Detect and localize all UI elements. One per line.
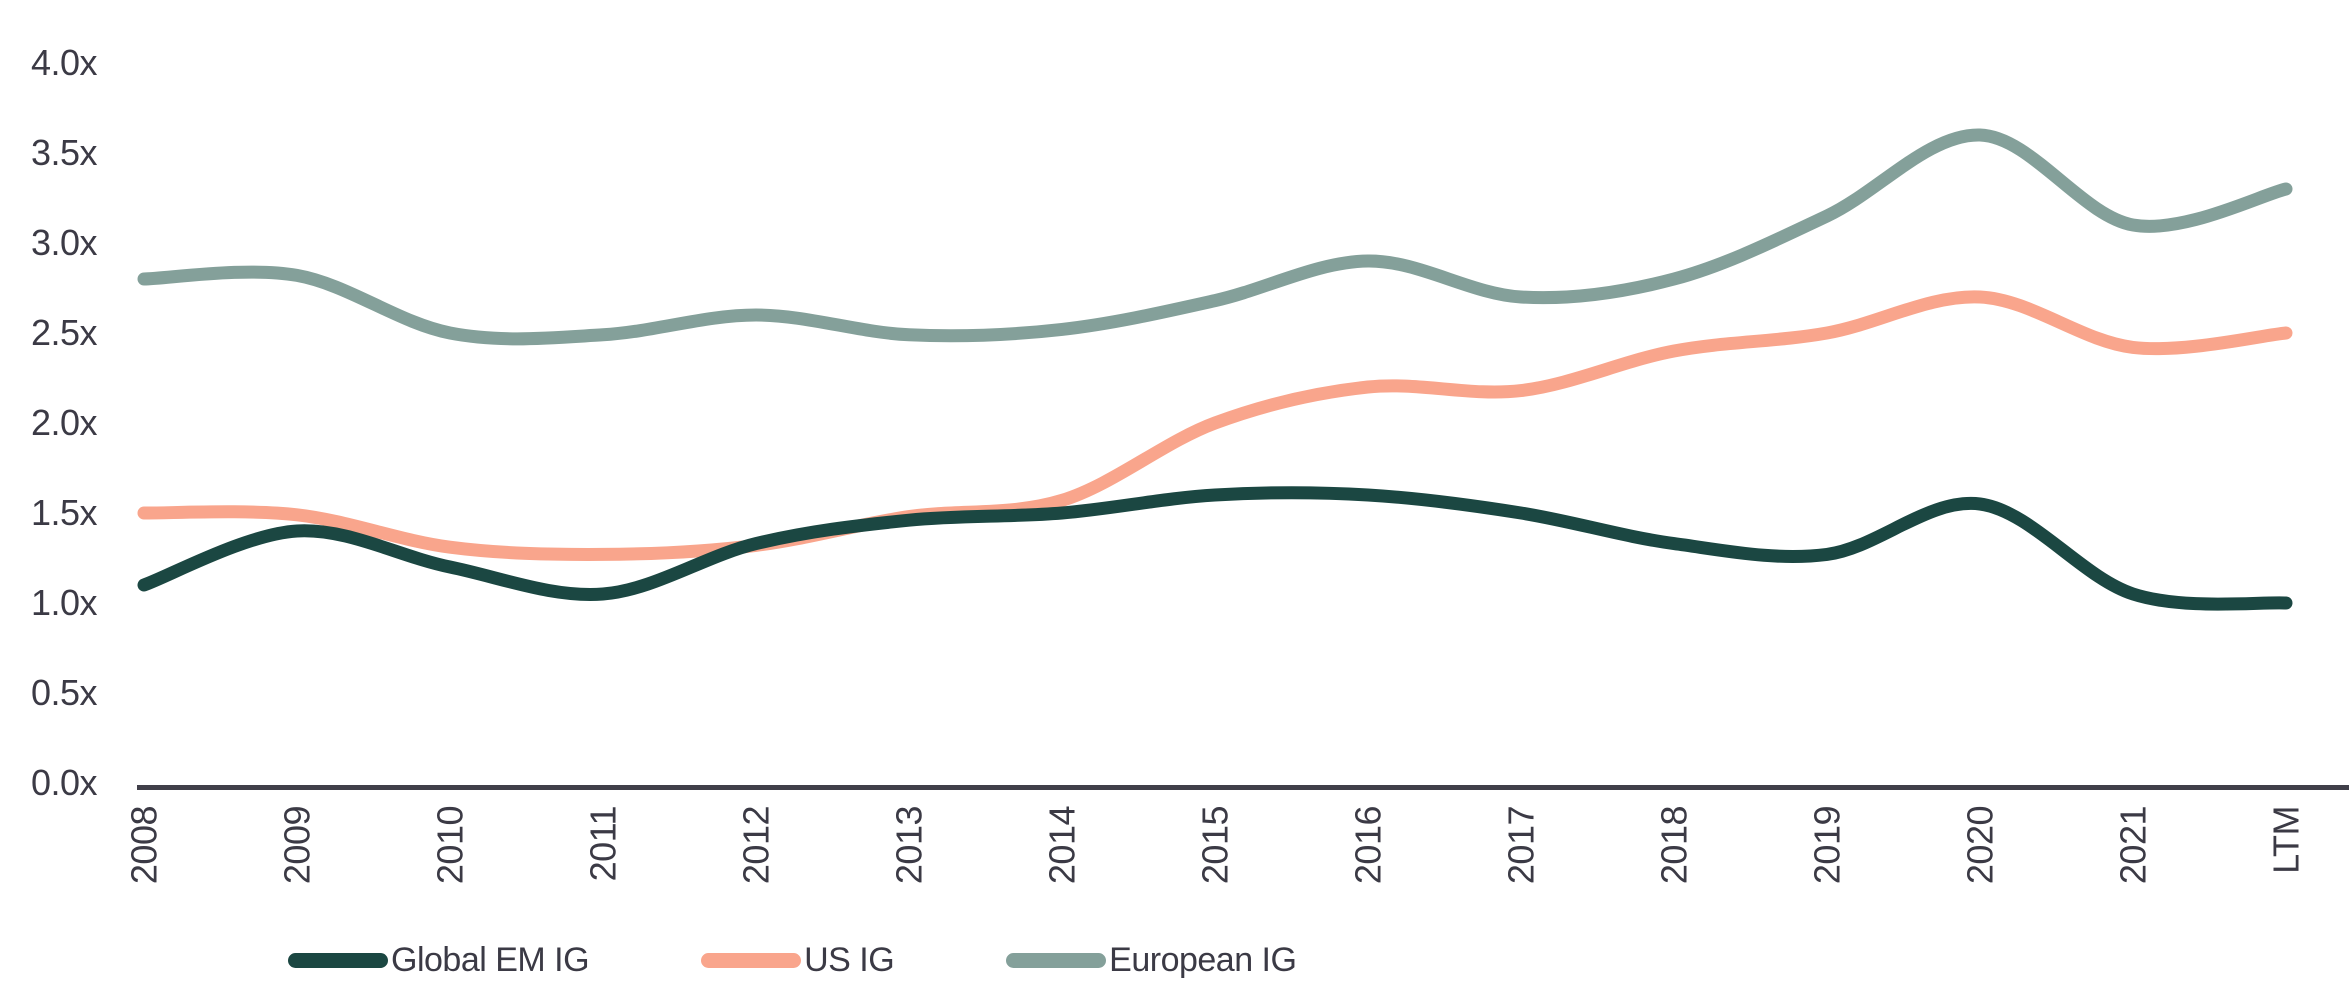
series-line-us-ig bbox=[137, 290, 2293, 561]
legend-label: European IG bbox=[1109, 941, 1297, 979]
legend-item-european-ig: European IG bbox=[1006, 941, 1297, 980]
y-axis-label-3.5x: 3.5x bbox=[30, 132, 98, 173]
series-line-global-em-ig bbox=[137, 486, 2293, 611]
legend-label: Global EM IG bbox=[391, 941, 590, 979]
x-axis-label-2015: 2015 bbox=[1195, 806, 1236, 884]
series-line-european-ig bbox=[137, 128, 2293, 346]
x-axis-label-2019: 2019 bbox=[1807, 806, 1848, 884]
x-axis-label-2017: 2017 bbox=[1501, 806, 1542, 884]
x-axis-label-2013: 2013 bbox=[889, 806, 930, 884]
legend-item-us-ig: US IG bbox=[701, 941, 895, 980]
x-axis-label-2020: 2020 bbox=[1960, 806, 2001, 884]
x-axis-label-2008: 2008 bbox=[124, 806, 165, 884]
y-axis-label-1.5x: 1.5x bbox=[30, 492, 98, 533]
y-axis-label-4.0x: 4.0x bbox=[30, 42, 98, 83]
x-axis-label-ltm: LTM bbox=[2266, 806, 2307, 874]
legend-swatch-icon bbox=[288, 953, 388, 968]
x-axis-label-2014: 2014 bbox=[1042, 806, 1083, 884]
x-axis-label-2012: 2012 bbox=[736, 806, 777, 884]
legend-swatch-icon bbox=[701, 953, 802, 968]
legend: Global EM IG US IG European IG bbox=[288, 941, 1297, 980]
x-axis-label-2018: 2018 bbox=[1654, 806, 1695, 884]
legend-item-global-em-ig: Global EM IG bbox=[288, 941, 590, 980]
x-axis-label-2009: 2009 bbox=[277, 806, 318, 884]
x-axis-label-2021: 2021 bbox=[2113, 806, 2154, 884]
y-axis-label-2.0x: 2.0x bbox=[30, 402, 98, 443]
y-axis-label-0.0x: 0.0x bbox=[30, 762, 98, 803]
legend-label: US IG bbox=[804, 941, 895, 979]
y-axis-label-3.0x: 3.0x bbox=[30, 222, 98, 263]
legend-swatch-icon bbox=[1006, 953, 1107, 968]
x-axis-label-2010: 2010 bbox=[430, 806, 471, 884]
x-axis-label-2016: 2016 bbox=[1348, 806, 1389, 884]
y-axis-label-2.5x: 2.5x bbox=[30, 312, 98, 353]
y-axis-label-1.0x: 1.0x bbox=[30, 582, 98, 623]
x-axis-label-2011: 2011 bbox=[583, 806, 624, 881]
y-axis-label-0.5x: 0.5x bbox=[30, 672, 98, 713]
